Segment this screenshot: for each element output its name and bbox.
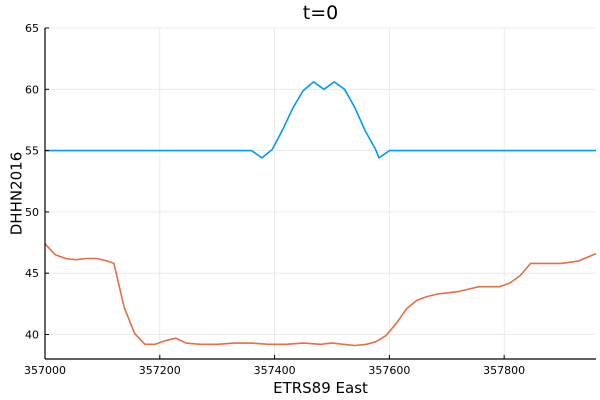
x-tick-label: 357000 (24, 364, 66, 377)
y-tick-label: 60 (25, 83, 39, 96)
y-axis-label: DHHN2016 (7, 152, 25, 236)
y-tick-label: 40 (25, 328, 39, 341)
x-tick-label: 357400 (254, 364, 296, 377)
axes (44, 28, 596, 360)
x-tick-label: 357800 (483, 364, 525, 377)
x-tick-label: 357200 (139, 364, 181, 377)
y-tick-label: 45 (25, 267, 39, 280)
grid (44, 27, 596, 359)
x-axis-label: ETRS89 East (273, 379, 368, 397)
y-tick-label: 55 (25, 145, 39, 158)
series-line-2 (44, 243, 597, 347)
series-group (44, 81, 597, 347)
tick-labels: 357000 357200 357400 357600 357800 40 45 50 55 60… (24, 22, 525, 377)
chart-title: t=0 (303, 2, 338, 24)
series-line-1 (45, 81, 596, 159)
x-tick-label: 357600 (368, 364, 410, 377)
y-tick-label: 65 (25, 22, 39, 35)
y-tick-label: 50 (25, 206, 39, 219)
